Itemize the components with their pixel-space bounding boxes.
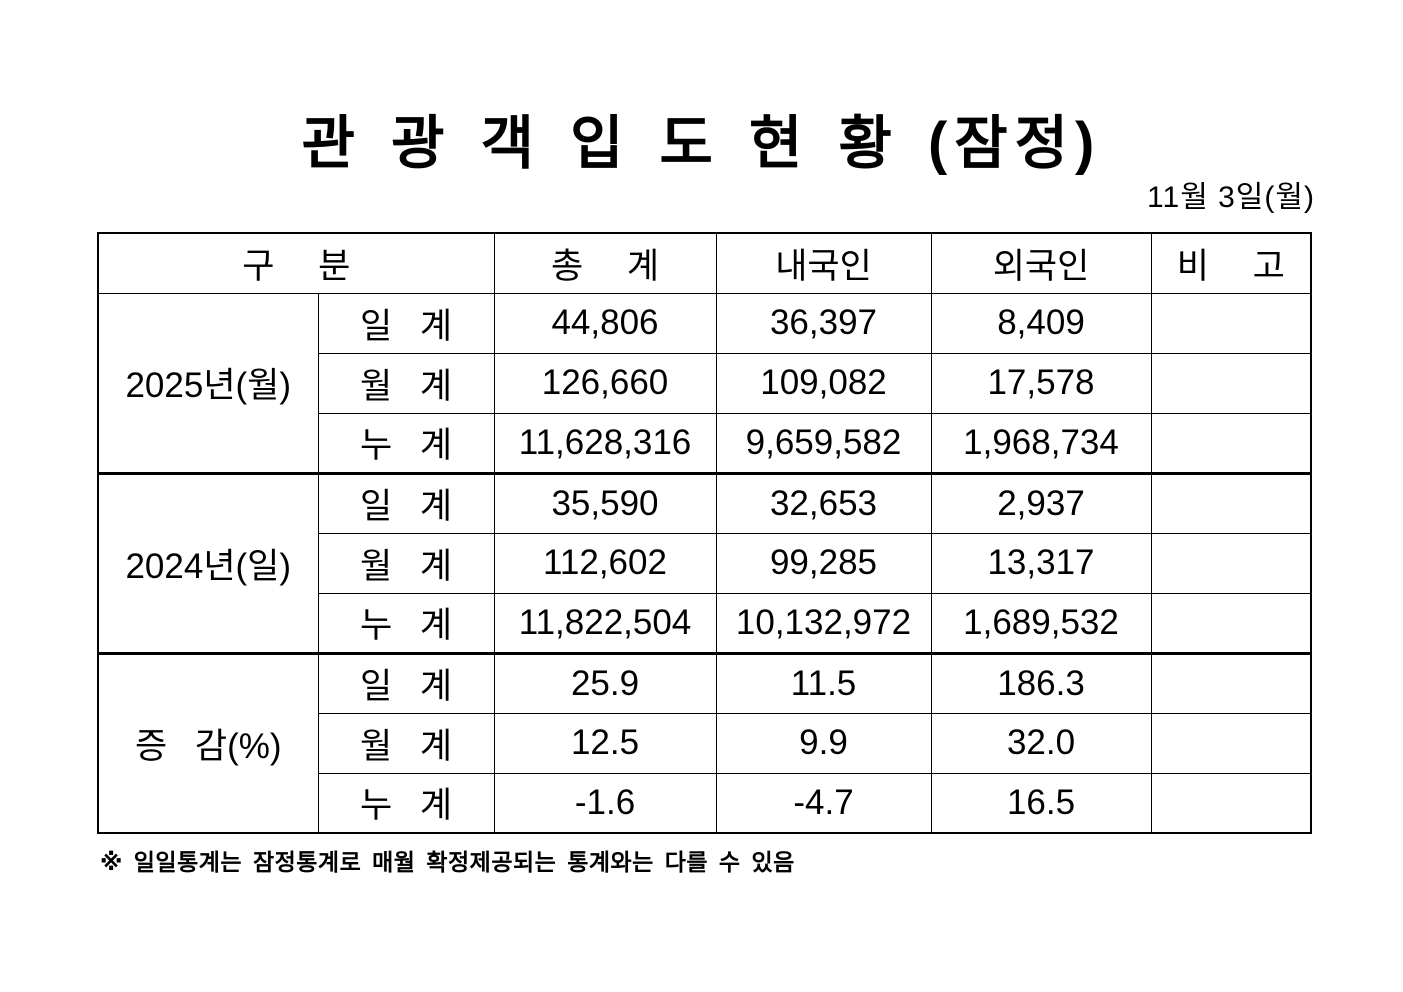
domestic-value: 11.5: [715, 651, 932, 714]
foreign-value: 1,689,532: [930, 592, 1152, 654]
foreign-value: 2,937: [930, 471, 1152, 534]
foreign-value: 17,578: [930, 352, 1152, 414]
total-value: 35,590: [493, 471, 717, 534]
row-label: 누 계: [317, 772, 495, 834]
total-value: 11,822,504: [493, 592, 717, 654]
row-label: 월 계: [317, 712, 495, 774]
total-value: 112,602: [493, 532, 717, 594]
foreign-value: 32.0: [930, 712, 1152, 774]
domestic-value: 99,285: [715, 532, 932, 594]
note-cell: [1150, 352, 1312, 414]
row-label: 일 계: [317, 471, 495, 534]
note-cell: [1150, 772, 1312, 834]
footnote: ※ 일일통계는 잠정통계로 매월 확정제공되는 통계와는 다를 수 있음: [100, 849, 795, 875]
foreign-value: 16.5: [930, 772, 1152, 834]
header-total: 총 계: [493, 232, 717, 294]
tourist-stats-table: 구 분 총 계 내국인 외국인 비 고 2025년(월) 일 계 44,806 …: [97, 232, 1312, 834]
domestic-value: -4.7: [715, 772, 932, 834]
total-value: 25.9: [493, 651, 717, 714]
note-cell: [1150, 651, 1312, 714]
note-cell: [1150, 412, 1312, 474]
domestic-value: 9,659,582: [715, 412, 932, 474]
row-label: 일 계: [317, 651, 495, 714]
domestic-value: 36,397: [715, 292, 932, 354]
header-domestic: 내국인: [715, 232, 932, 294]
foreign-value: 186.3: [930, 651, 1152, 714]
row-label: 일 계: [317, 292, 495, 354]
domestic-value: 10,132,972: [715, 592, 932, 654]
page-title: 관 광 객 입 도 현 황 (잠정): [301, 111, 1102, 176]
note-cell: [1150, 532, 1312, 594]
header-note: 비 고: [1150, 232, 1312, 294]
header-row: 구 분 총 계 내국인 외국인 비 고: [97, 232, 1312, 294]
table-row: 월 계 12.5 9.9 32.0: [98, 712, 1312, 774]
note-cell: [1150, 471, 1312, 534]
note-cell: [1150, 592, 1312, 654]
total-value: -1.6: [493, 772, 717, 834]
total-value: 126,660: [493, 352, 717, 414]
table-row: 누 계 11,822,504 10,132,972 1,689,532: [98, 592, 1312, 654]
group-label-2024: 2024년(일): [97, 471, 319, 654]
domestic-value: 9.9: [715, 712, 932, 774]
group-label-2025: 2025년(월): [97, 292, 319, 474]
row-label: 월 계: [317, 352, 495, 414]
foreign-value: 8,409: [930, 292, 1152, 354]
domestic-value: 32,653: [715, 471, 932, 534]
group-label-change: 증 감(%): [97, 651, 319, 834]
total-value: 11,628,316: [493, 412, 717, 474]
header-foreign: 외국인: [930, 232, 1152, 294]
note-cell: [1150, 292, 1312, 354]
table-row: 누 계 -1.6 -4.7 16.5: [98, 772, 1312, 834]
header-gubun: 구 분: [97, 232, 495, 294]
foreign-value: 1,968,734: [930, 412, 1152, 474]
report-date: 11월 3일(월): [1147, 181, 1315, 214]
table-row: 누 계 11,628,316 9,659,582 1,968,734: [98, 412, 1312, 474]
domestic-value: 109,082: [715, 352, 932, 414]
foreign-value: 13,317: [930, 532, 1152, 594]
note-cell: [1150, 712, 1312, 774]
table-row: 2025년(월) 일 계 44,806 36,397 8,409: [97, 292, 1312, 474]
table-row: 월 계 112,602 99,285 13,317: [98, 532, 1312, 594]
table-row: 2024년(일) 일 계 35,590 32,653 2,937: [97, 471, 1312, 654]
table-row: 증 감(%) 일 계 25.9 11.5 186.3: [97, 651, 1312, 834]
row-label: 누 계: [317, 592, 495, 654]
total-value: 12.5: [493, 712, 717, 774]
row-label: 월 계: [317, 532, 495, 594]
total-value: 44,806: [493, 292, 717, 354]
row-label: 누 계: [317, 412, 495, 474]
